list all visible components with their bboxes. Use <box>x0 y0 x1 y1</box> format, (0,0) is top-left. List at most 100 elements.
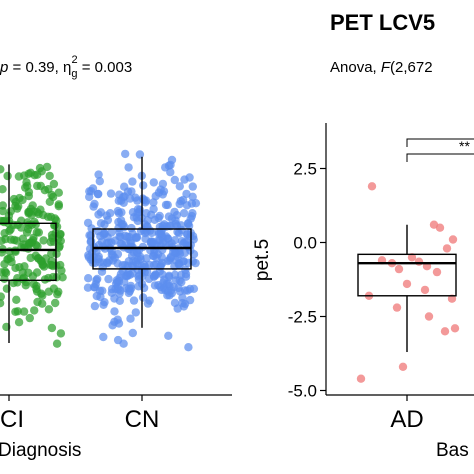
data-point <box>11 307 20 316</box>
data-point <box>154 213 163 223</box>
data-point <box>36 181 45 191</box>
data-point <box>92 276 101 285</box>
right-y-axis-title: pet.5 <box>252 239 273 281</box>
data-point <box>84 274 93 283</box>
data-point <box>189 284 199 293</box>
data-point <box>31 220 40 229</box>
data-point <box>19 307 29 316</box>
data-point <box>392 303 402 312</box>
right-x-axis-title: Bas <box>436 440 469 461</box>
left-points-layer <box>0 149 201 352</box>
data-point <box>0 299 5 308</box>
data-point <box>440 327 450 336</box>
data-point <box>407 253 417 262</box>
data-point <box>29 233 38 242</box>
data-point <box>51 298 60 308</box>
right-x-tick-label-ad: AD <box>390 406 423 433</box>
left-x-axis-title: Diagnosis <box>0 440 81 461</box>
data-point <box>164 331 173 340</box>
data-point <box>187 199 197 208</box>
data-point <box>0 236 6 245</box>
data-point <box>85 192 94 202</box>
data-point <box>44 185 53 194</box>
data-point <box>113 206 123 216</box>
data-point <box>20 171 29 180</box>
data-point <box>138 293 148 302</box>
data-point <box>145 260 154 270</box>
data-point <box>45 171 54 181</box>
data-point <box>2 284 12 293</box>
data-point <box>143 299 153 308</box>
data-point <box>125 194 135 203</box>
y-tick-label: 2.5 <box>293 160 317 179</box>
data-point <box>133 260 142 269</box>
right-stat-label: Anova, F(2,672 <box>330 59 433 76</box>
data-point <box>450 324 460 333</box>
significance-bracket-lower <box>406 153 474 162</box>
data-point <box>160 220 169 229</box>
left-x-tick-label-mci: CI <box>0 406 24 433</box>
data-point <box>120 182 129 191</box>
data-point <box>53 290 62 299</box>
data-point <box>39 236 48 245</box>
data-point <box>158 179 168 189</box>
data-point <box>3 171 12 181</box>
data-point <box>163 200 172 210</box>
data-point <box>179 209 189 218</box>
y-tick-label: -5.0 <box>288 382 317 401</box>
data-point <box>133 249 142 258</box>
data-point <box>173 227 182 237</box>
data-point <box>171 276 181 285</box>
data-point <box>45 197 54 206</box>
data-point <box>119 339 128 348</box>
data-point <box>56 329 66 338</box>
data-point <box>26 253 35 263</box>
data-point <box>158 258 167 268</box>
data-point <box>139 181 148 190</box>
data-point <box>28 272 38 281</box>
data-point <box>188 182 197 191</box>
data-point <box>52 339 62 348</box>
data-point <box>83 218 93 228</box>
data-point <box>18 275 28 284</box>
data-point <box>170 236 180 245</box>
data-point <box>170 175 179 185</box>
data-point <box>435 223 445 232</box>
data-point <box>56 260 65 270</box>
left-x-tick-label-cn: CN <box>125 406 160 433</box>
data-point <box>139 283 149 293</box>
data-point <box>161 232 171 241</box>
data-point <box>185 173 194 182</box>
data-point <box>149 178 158 187</box>
data-point <box>14 318 24 327</box>
data-point <box>54 243 64 252</box>
data-point <box>21 183 30 192</box>
data-point <box>183 219 193 229</box>
data-point <box>156 282 165 292</box>
data-point <box>90 301 100 311</box>
data-point <box>123 270 132 280</box>
data-point <box>424 312 434 321</box>
data-point <box>149 251 158 261</box>
right-y-ticks-layer: 2.5 0.0 -2.5 -5.0 <box>288 160 326 401</box>
data-point <box>94 170 103 179</box>
data-point <box>94 210 103 219</box>
data-point <box>50 214 60 223</box>
data-point <box>106 209 115 218</box>
data-point <box>110 307 119 316</box>
data-point <box>398 362 408 371</box>
data-point <box>185 295 195 305</box>
data-point <box>22 228 32 237</box>
data-point <box>103 233 112 242</box>
data-point <box>90 199 99 209</box>
data-point <box>147 210 156 219</box>
data-point <box>24 191 33 201</box>
data-point <box>0 185 7 194</box>
data-point <box>179 302 189 311</box>
data-point <box>110 294 119 303</box>
data-point <box>95 177 105 186</box>
y-tick-label: 0.0 <box>293 234 317 253</box>
data-point <box>123 261 132 270</box>
box-iqr <box>357 253 457 297</box>
data-point <box>180 248 189 258</box>
